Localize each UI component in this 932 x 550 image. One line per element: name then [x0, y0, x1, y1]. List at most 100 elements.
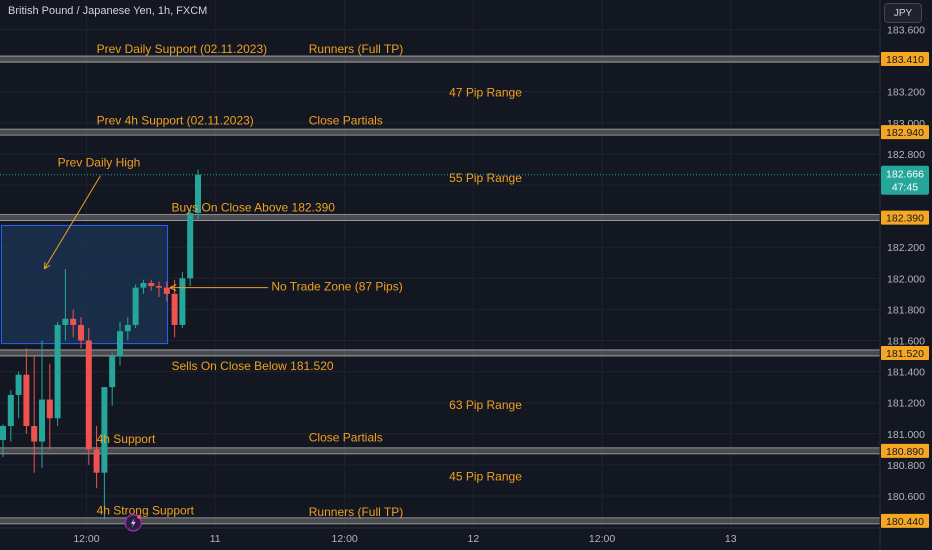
level-price-tag — [881, 125, 929, 140]
arrow-head — [44, 264, 51, 270]
level-price-tag-label: 183.410 — [886, 54, 924, 66]
price-axis[interactable]: 183.600183.400183.200183.000182.800182.6… — [879, 0, 929, 550]
candle-body — [109, 356, 116, 388]
candle-body — [39, 399, 45, 442]
current-price-tag — [881, 165, 929, 195]
annotations: Prev Daily Support (02.11.2023) Runners (… — [58, 42, 523, 519]
level-price-tag-label: 182.390 — [886, 213, 924, 225]
annotation-text: 45 Pip Range — [449, 469, 522, 483]
candle-body — [171, 293, 178, 325]
time-axis[interactable]: 12:00 11 12:00 12 12:00 13 — [0, 527, 880, 545]
candle-body — [15, 374, 22, 395]
candle-body — [78, 324, 84, 341]
annotation-text: Close Partials — [309, 431, 383, 445]
annotation-text: Close Partials — [309, 113, 383, 127]
current-price-label: 182.666 — [886, 169, 924, 181]
time-tick-label: 12 — [467, 533, 479, 545]
time-tick-label: 12:00 — [589, 533, 615, 545]
candle-body — [156, 286, 162, 288]
time-tick-label: 11 — [210, 533, 221, 545]
level-price-tag — [881, 513, 929, 528]
level-price-tag — [881, 345, 929, 360]
price-tick-label: 182.200 — [887, 242, 925, 254]
annotation-text: 63 Pip Range — [449, 398, 522, 412]
candles — [0, 169, 201, 520]
no-trade-zone-box — [0, 224, 169, 345]
bar-countdown-label: 47:45 — [892, 182, 918, 194]
price-tick-label: 182.000 — [887, 273, 925, 285]
candle-body — [46, 399, 53, 419]
lightning-icon — [130, 517, 136, 528]
level-price-tag-label: 180.890 — [886, 446, 924, 458]
event-marker-dot — [137, 514, 142, 520]
candle-body — [0, 426, 6, 441]
price-tick-label: 180.600 — [887, 491, 925, 503]
annotation-text: Buys On Close Above 182.390 — [171, 200, 335, 214]
level-price-tag-label: 181.520 — [886, 348, 924, 360]
level-band — [0, 129, 880, 136]
level-price-tag-label: 180.440 — [886, 516, 924, 528]
level-price-tag — [881, 52, 929, 67]
time-tick-label: 12:00 — [331, 533, 357, 545]
annotation-text: 55 Pip Range — [449, 171, 522, 185]
candle-body — [140, 282, 147, 288]
arrow-head — [169, 284, 177, 289]
level-price-tag — [881, 210, 929, 225]
candle-body — [7, 394, 14, 427]
symbol-title: British Pound / Japanese Yen, 1h, FXCM — [8, 5, 208, 17]
price-tick-label: 181.800 — [887, 304, 925, 316]
annotation-text: Prev 4h Support (02.11.2023) — [97, 113, 254, 127]
price-tick-label: 183.600 — [887, 25, 925, 37]
no-trade-zone — [0, 224, 169, 345]
annotation-text: 47 Pip Range — [449, 85, 522, 99]
annotation-text: 4h Strong Support — [97, 504, 195, 518]
candle-body — [124, 324, 131, 332]
price-tick-label: 180.800 — [887, 460, 925, 472]
annotation-text: 4h Support — [97, 432, 156, 446]
candle-body — [195, 174, 201, 213]
annotation-text: Prev Daily Support (02.11.2023) — [97, 42, 268, 56]
price-tick-label: 181.400 — [887, 367, 925, 379]
candle-body — [62, 318, 69, 325]
candle-body — [187, 212, 194, 279]
annotation-text: Runners (Full TP) — [309, 505, 403, 519]
arrow-line — [43, 175, 101, 270]
candle-body — [163, 287, 170, 294]
candle-body — [148, 282, 155, 287]
event-marker[interactable] — [124, 514, 143, 532]
price-tick-label: 183.200 — [887, 87, 925, 99]
price-tick-label: 181.200 — [887, 398, 925, 410]
level-band — [0, 214, 880, 221]
arrow-head — [43, 261, 46, 270]
price-tick-label: 182.800 — [887, 149, 925, 161]
candle-body — [23, 374, 30, 427]
annotation-text: No Trade Zone (87 Pips) — [271, 280, 402, 294]
level-lines — [0, 55, 880, 525]
candle-body — [31, 426, 38, 442]
candle-body — [132, 287, 139, 325]
annotation-text: Prev Daily High — [58, 155, 141, 169]
level-band — [0, 349, 880, 356]
level-price-tag — [881, 443, 929, 458]
level-band — [0, 447, 880, 454]
candle-body — [54, 324, 61, 419]
candle-body — [101, 387, 108, 473]
level-band — [0, 56, 880, 63]
time-tick-label: 13 — [725, 533, 737, 545]
price-tick-label: 181.600 — [887, 336, 925, 348]
price-tick-label: 181.000 — [887, 429, 925, 441]
arrow-head — [169, 287, 177, 292]
time-tick-label: 12:00 — [73, 533, 99, 545]
currency-button[interactable]: JPY — [884, 3, 922, 23]
candle-body — [117, 331, 123, 357]
level-band — [0, 517, 880, 524]
candle-body — [85, 340, 92, 450]
annotation-text: Sells On Close Below 181.520 — [171, 359, 333, 373]
level-price-tag-label: 182.940 — [886, 127, 924, 139]
annotation-text: Runners (Full TP) — [309, 42, 403, 56]
candle-body — [70, 318, 77, 325]
candle-body — [93, 449, 100, 473]
annotation-arrows — [43, 175, 269, 292]
